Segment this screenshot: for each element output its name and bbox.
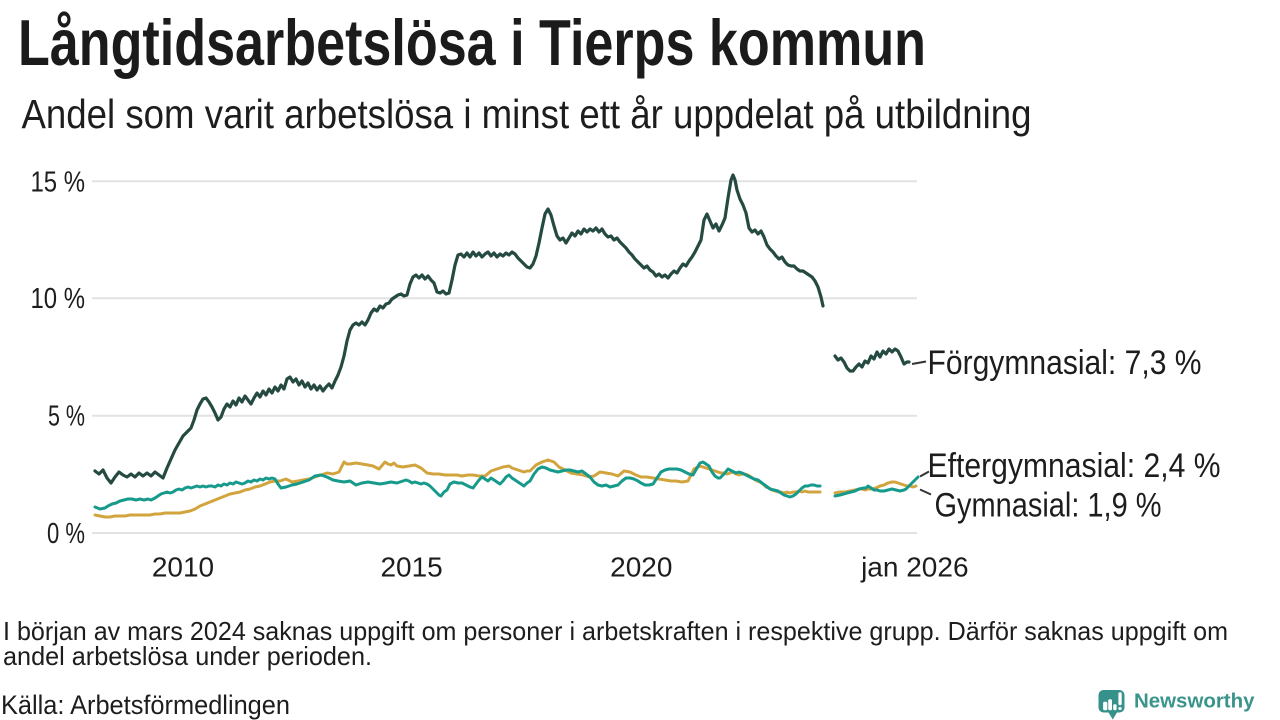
svg-text:Förgymnasial: 7,3 %: Förgymnasial: 7,3 %: [928, 344, 1202, 382]
svg-text:Andel som varit arbetslösa i m: Andel som varit arbetslösa i minst ett å…: [22, 91, 1032, 137]
svg-text:andel arbetslösa under periode: andel arbetslösa under perioden.: [3, 641, 372, 671]
svg-text:Newsworthy: Newsworthy: [1134, 690, 1255, 712]
svg-text:Eftergymnasial: 2,4 %: Eftergymnasial: 2,4 %: [928, 447, 1221, 485]
svg-text:10 %: 10 %: [31, 283, 86, 315]
svg-text:2010: 2010: [152, 551, 214, 582]
svg-text:2020: 2020: [610, 551, 672, 582]
svg-text:2015: 2015: [380, 551, 442, 582]
svg-text:Källa: Arbetsförmedlingen: Källa: Arbetsförmedlingen: [1, 690, 290, 720]
svg-text:Gymnasial: 1,9 %: Gymnasial: 1,9 %: [935, 487, 1162, 525]
svg-text:jan 2026: jan 2026: [860, 551, 968, 582]
svg-text:5 %: 5 %: [48, 401, 85, 433]
svg-text:Långtidsarbetslösa i Tierps ko: Långtidsarbetslösa i Tierps kommun: [18, 7, 926, 79]
svg-text:I början av mars 2024 saknas u: I början av mars 2024 saknas uppgift om …: [3, 616, 1228, 646]
svg-text:0 %: 0 %: [47, 518, 85, 550]
svg-text:15 %: 15 %: [31, 166, 86, 198]
